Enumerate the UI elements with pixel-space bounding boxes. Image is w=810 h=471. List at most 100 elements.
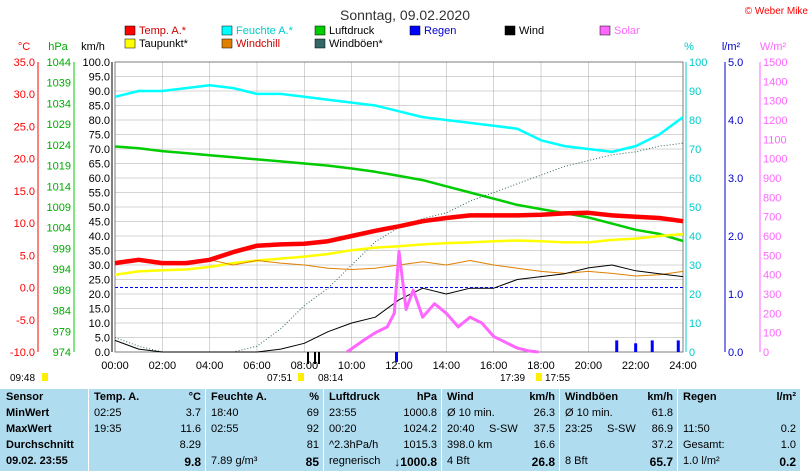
wind-tick-label: 60.0 — [89, 173, 110, 185]
humidity-tick-label: 0 — [689, 347, 695, 359]
solar-tick-label: 1200 — [763, 115, 787, 127]
press-value: 1024.2 — [403, 423, 437, 435]
gust-info: 23:25 — [565, 423, 593, 435]
wind-dir: S-SW — [489, 423, 518, 435]
rain-tick-label: 2.0 — [728, 231, 743, 243]
wind-value: 26.8 — [531, 455, 555, 469]
time-tick-label: 06:00 — [243, 360, 271, 372]
plot-frame — [114, 61, 684, 353]
humidity-tick-label: 90 — [689, 86, 701, 98]
header-temp: Temp. A. — [94, 391, 140, 403]
temp-tick-label: 30.0 — [14, 89, 35, 101]
temp-tick-label: 20.0 — [14, 154, 35, 166]
wind-tick-label: 45.0 — [89, 217, 110, 229]
series-wind — [114, 264, 684, 353]
humidity-tick-label: 40 — [689, 231, 701, 243]
rain-info: 1.0 l/m² — [683, 455, 720, 467]
temp-time: 19:35 — [94, 423, 122, 435]
rain-bar — [676, 340, 680, 352]
time-tick-label: 00:00 — [101, 360, 129, 372]
legend-label: Feuchte A.* — [236, 25, 294, 37]
pressure-tick-label: 1034 — [47, 98, 71, 110]
solar-tick-label: 100 — [763, 328, 781, 340]
row-label: 09.02. 23:55 — [6, 455, 68, 467]
left-time-label: 09:48 — [10, 373, 35, 384]
time-tick-label: 18:00 — [527, 360, 555, 372]
rain-tick-label: 1.0 — [728, 289, 743, 301]
wind-tick-label: 40.0 — [89, 231, 110, 243]
solar-tick-label: 600 — [763, 231, 781, 243]
legend-swatch — [409, 25, 421, 36]
temp-tick-label: 0.0 — [20, 283, 35, 295]
column-separator — [559, 389, 560, 471]
gust-info: 8 Bft — [565, 455, 588, 467]
legend-swatch — [221, 25, 233, 36]
solar-tick-label: 1100 — [763, 134, 787, 146]
header-rain: Regen — [683, 391, 717, 403]
wind-tick-label: 70.0 — [89, 144, 110, 156]
header-hum-unit: % — [309, 391, 319, 403]
pressure-tick-label: 1009 — [47, 202, 71, 214]
wind-tick-label: 10.0 — [89, 318, 110, 330]
time-tick-label: 04:00 — [196, 360, 224, 372]
hum-time: 02:55 — [211, 423, 239, 435]
legend-label: Solar — [614, 25, 640, 37]
solar-tick-label: 800 — [763, 192, 781, 204]
rain-start-tick — [395, 352, 398, 362]
temp-tick-label: -5.0 — [16, 315, 35, 327]
time-tick-label: 08:00 — [291, 360, 319, 372]
rain-bar — [634, 343, 638, 352]
solar-tick-label: 1300 — [763, 96, 787, 108]
pressure-tick-label: 974 — [53, 347, 71, 359]
rain-bar — [615, 340, 619, 352]
legend-swatch — [314, 25, 326, 36]
gust-value: 37.2 — [651, 439, 673, 451]
sunrise2-label: 08:14 — [318, 373, 343, 384]
solar-tick-label: 1400 — [763, 76, 787, 88]
humidity-tick-label: 80 — [689, 115, 701, 127]
wind-tick-label: 20.0 — [89, 289, 110, 301]
pressure-tick-label: 1029 — [47, 119, 71, 131]
solar-tick-label: 0 — [763, 347, 769, 359]
solar-unit-label: W/m² — [760, 41, 787, 53]
pressure-tick-label: 1019 — [47, 161, 71, 173]
grid — [114, 61, 684, 353]
wind-tick-label: 85.0 — [89, 101, 110, 113]
weather-chart: Sonntag, 09.02.2020 © Weber Mike Temp. A… — [10, 6, 809, 384]
legend-label: Wind — [519, 25, 544, 37]
series-layer — [114, 83, 684, 354]
header-temp-unit: °C — [188, 391, 201, 403]
sunrise-label: 07:51 — [267, 373, 292, 384]
hum-value: 85 — [305, 455, 319, 469]
hum-time: 18:40 — [211, 407, 239, 419]
rain-tick-label: 0.0 — [728, 347, 743, 359]
sun-marker — [298, 373, 304, 381]
rain-tick-label: 4.0 — [728, 115, 743, 127]
wind-tick-label: 30.0 — [89, 260, 110, 272]
pressure-tick-label: 989 — [53, 285, 71, 297]
legend-label: Windböen* — [329, 38, 384, 50]
legend-swatch — [124, 38, 136, 49]
temp-value: 11.6 — [180, 423, 201, 435]
sun-marks: 09:48 07:51 08:14 17:39 17:55 — [10, 352, 570, 384]
twilight-tick — [307, 352, 309, 364]
pressure-unit-label: hPa — [48, 41, 68, 53]
rain-value: 0.2 — [780, 423, 796, 435]
legend-label: Regen — [424, 25, 456, 37]
row-label: MinWert — [6, 407, 50, 419]
sun-marker — [536, 373, 542, 381]
column-separator — [88, 389, 89, 471]
solar-tick-label: 400 — [763, 270, 781, 282]
wind-info: 20:40 — [447, 423, 475, 435]
sunset-label: 17:39 — [500, 373, 525, 384]
time-tick-label: 24:00 — [669, 360, 697, 372]
wind-tick-label: 25.0 — [89, 275, 110, 287]
temp-tick-label: 15.0 — [14, 186, 35, 198]
header-press-unit: hPa — [416, 391, 437, 403]
legend-swatch — [314, 38, 326, 49]
rain-info: Gesamt: — [683, 439, 725, 451]
header-wind: Wind — [447, 391, 474, 403]
wind-tick-label: 5.0 — [95, 333, 110, 345]
press-time: ^2.3hPa/h — [329, 439, 379, 451]
time-tick-label: 14:00 — [433, 360, 461, 372]
